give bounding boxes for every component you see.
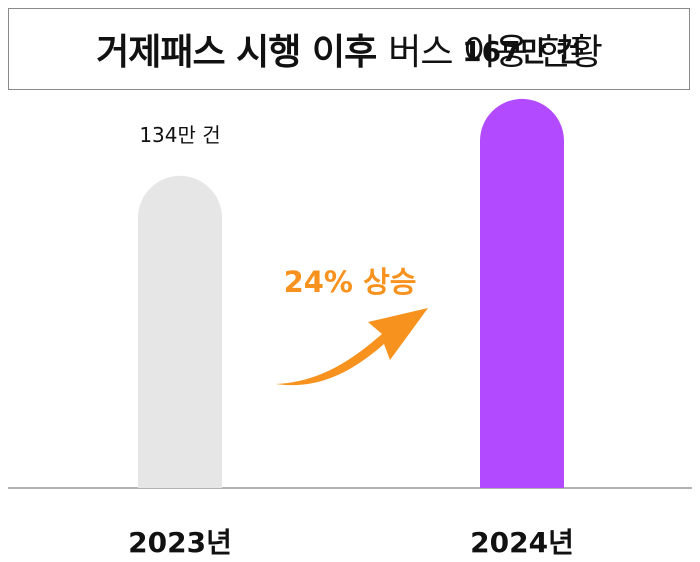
arrow-icon (276, 308, 428, 386)
category-label-1: 2024년 (470, 526, 574, 559)
category-label-0: 2023년 (128, 526, 232, 559)
title-box: 거제패스 시행 이후 버스 이용 현황 (8, 8, 690, 90)
bar-0 (138, 175, 222, 488)
bar-1 (480, 98, 564, 488)
title-normal: 버스 이용 현황 (388, 32, 603, 73)
labels-group: 134만 건 2023년 167만 건 2024년 (128, 35, 582, 559)
growth-annotation: 24% 상승 (284, 265, 417, 299)
value-label-0: 134만 건 (139, 123, 220, 147)
growth-arrow (276, 308, 428, 386)
value-label-1: 167만 건 (462, 35, 582, 68)
bars-group (138, 98, 564, 488)
title-bold: 거제패스 시행 이후 (96, 32, 377, 73)
